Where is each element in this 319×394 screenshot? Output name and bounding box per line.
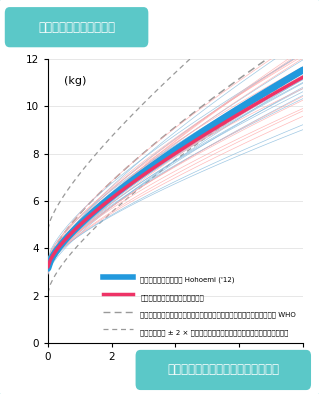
Text: อายุเดือนของทารก: อายุเดือนของทารก [167, 364, 279, 376]
Legend: ทารกที่กิน Hohoemi ('12), ทารกที่กินนมแม่, เส้นโค้งการเจริญเติบโตมาตรฐานของ WHO,: ทารกที่กิน Hohoemi ('12), ทารกที่กินนมแม… [103, 272, 296, 336]
Text: น้ำหนักทารก: น้ำหนักทารก [38, 21, 115, 33]
Text: (kg): (kg) [64, 76, 86, 85]
